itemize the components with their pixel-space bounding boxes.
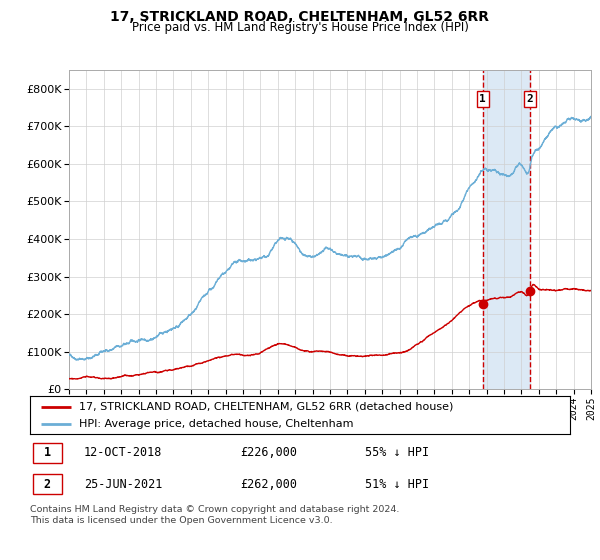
Text: 12-OCT-2018: 12-OCT-2018 <box>84 446 163 459</box>
FancyBboxPatch shape <box>33 443 62 463</box>
Text: 51% ↓ HPI: 51% ↓ HPI <box>365 478 429 491</box>
Text: 17, STRICKLAND ROAD, CHELTENHAM, GL52 6RR (detached house): 17, STRICKLAND ROAD, CHELTENHAM, GL52 6R… <box>79 402 453 412</box>
Text: 2: 2 <box>44 478 51 491</box>
Text: 25-JUN-2021: 25-JUN-2021 <box>84 478 163 491</box>
Text: 1: 1 <box>479 94 486 104</box>
Text: 2: 2 <box>526 94 533 104</box>
Text: £262,000: £262,000 <box>241 478 298 491</box>
Text: 55% ↓ HPI: 55% ↓ HPI <box>365 446 429 459</box>
Text: 17, STRICKLAND ROAD, CHELTENHAM, GL52 6RR: 17, STRICKLAND ROAD, CHELTENHAM, GL52 6R… <box>110 10 490 24</box>
FancyBboxPatch shape <box>33 474 62 494</box>
Text: HPI: Average price, detached house, Cheltenham: HPI: Average price, detached house, Chel… <box>79 419 353 430</box>
Text: Contains HM Land Registry data © Crown copyright and database right 2024.
This d: Contains HM Land Registry data © Crown c… <box>30 505 400 525</box>
Text: 1: 1 <box>44 446 51 459</box>
Bar <box>483 70 530 389</box>
Text: Price paid vs. HM Land Registry's House Price Index (HPI): Price paid vs. HM Land Registry's House … <box>131 21 469 34</box>
Text: £226,000: £226,000 <box>241 446 298 459</box>
